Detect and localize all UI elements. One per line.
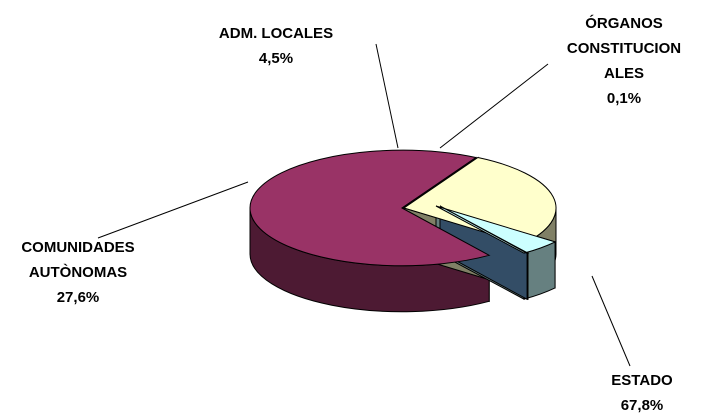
data-label-category: ADM. LOCALES bbox=[219, 25, 333, 42]
pie-slice-3 bbox=[439, 205, 530, 254]
data-label-category: ESTADO bbox=[611, 372, 673, 389]
leader-line bbox=[97, 181, 249, 239]
pie-tops bbox=[249, 149, 557, 267]
data-label-category: ÓRGANOS bbox=[585, 14, 663, 32]
data-label-value: 27,6% bbox=[57, 289, 100, 306]
data-label-value: 4,5% bbox=[259, 50, 293, 67]
pie-slice-rim bbox=[526, 252, 529, 300]
leader-line bbox=[375, 43, 399, 149]
pie-slice-0 bbox=[249, 149, 491, 267]
data-label-category: COMUNIDADES bbox=[21, 239, 134, 256]
pie-slice-1 bbox=[402, 156, 557, 245]
data-label-category: ALES bbox=[604, 65, 644, 82]
data-label-category: AUTÒNOMAS bbox=[29, 263, 127, 281]
data-label-value: 67,8% bbox=[621, 397, 664, 414]
pie-slice-2 bbox=[435, 205, 557, 254]
data-label-value: 0,1% bbox=[607, 90, 641, 107]
data-label-category: CONSTITUCION bbox=[567, 40, 681, 57]
leader-line bbox=[439, 63, 549, 149]
leader-line bbox=[591, 275, 631, 367]
